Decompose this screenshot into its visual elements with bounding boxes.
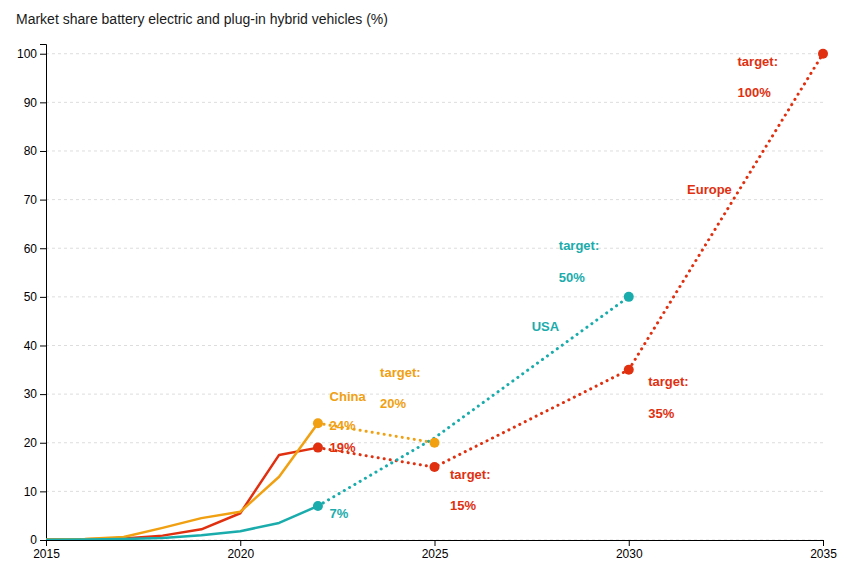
annotation: target: (450, 467, 490, 482)
tick-mark (823, 540, 824, 546)
grid-line (46, 345, 823, 346)
tick-label: 100 (17, 47, 37, 61)
tick-label: 10 (24, 485, 38, 499)
grid-line (46, 150, 823, 151)
tick-label: 2035 (810, 547, 837, 561)
annotation: target: (559, 238, 599, 253)
tick-label: 2020 (227, 547, 254, 561)
tick: 2035 (810, 540, 837, 561)
tick-label: 30 (24, 387, 38, 401)
tick: 40 (24, 339, 46, 353)
annotation: China (330, 389, 367, 404)
annotation: 19% (330, 440, 356, 455)
tick-label: 90 (24, 96, 38, 110)
tick-label: 2015 (33, 547, 60, 561)
tick: 50 (24, 290, 46, 304)
tick: 2020 (227, 540, 254, 561)
annotation: 50% (559, 270, 585, 285)
grid-line (46, 102, 823, 103)
tick: 2015 (33, 540, 60, 561)
y-axis: 0 10 20 30 40 50 60 70 80 90 100 (17, 45, 47, 548)
tick-mark (40, 248, 46, 249)
tick-mark (40, 491, 46, 492)
tick: 0 (30, 533, 46, 547)
tick-mark (40, 54, 46, 55)
tick-mark (240, 540, 241, 546)
annotation: 35% (648, 406, 674, 421)
grid (46, 54, 823, 540)
annotation: 20% (380, 396, 406, 411)
tick: 2025 (422, 540, 449, 561)
tick-mark (40, 297, 46, 298)
tick: 10 (24, 485, 46, 499)
tick-mark (435, 540, 436, 546)
grid-line (46, 248, 823, 249)
annotation: Europe (687, 182, 732, 197)
tick-label: 2025 (422, 547, 449, 561)
marker (818, 49, 828, 59)
tick-mark (629, 540, 630, 546)
series-line (46, 423, 318, 539)
tick-mark (40, 540, 46, 541)
marker (313, 501, 323, 511)
series-line (318, 54, 823, 467)
annotation: 7% (330, 506, 349, 521)
series-line (46, 506, 318, 540)
tick-label: 60 (24, 242, 38, 256)
chart: 2015202020252030203501020304050607080901… (0, 0, 851, 576)
tick-mark (40, 200, 46, 201)
marker (313, 418, 323, 428)
points (313, 49, 828, 511)
grid-line (46, 394, 823, 395)
tick-label: 80 (24, 144, 38, 158)
marker (430, 438, 440, 448)
annotation: USA (532, 319, 560, 334)
tick: 20 (24, 436, 46, 450)
tick-mark (40, 102, 46, 103)
lines (46, 54, 823, 540)
annotation: target: (380, 365, 420, 380)
tick: 80 (24, 144, 46, 158)
axis-line (40, 45, 47, 541)
title: Market share battery electric and plug-i… (16, 11, 388, 27)
grid-line (46, 296, 823, 297)
tick: 90 (24, 96, 46, 110)
tick: 2030 (616, 540, 643, 561)
axis-line (47, 541, 824, 547)
tick-label: 0 (30, 533, 37, 547)
annotation: target: (648, 374, 688, 389)
grid-line (46, 199, 823, 200)
grid-line (46, 491, 823, 492)
grid-line (46, 53, 823, 54)
tick-mark (40, 345, 46, 346)
tick: 60 (24, 242, 46, 256)
marker (313, 443, 323, 453)
tick-mark (40, 151, 46, 152)
series-line (46, 448, 318, 540)
tick: 30 (24, 387, 46, 401)
tick-label: 20 (24, 436, 38, 450)
marker (624, 292, 634, 302)
annotation: target: (738, 54, 778, 69)
marker (430, 462, 440, 472)
annotation: 15% (450, 498, 476, 513)
tick: 70 (24, 193, 46, 207)
plot-area: 2015202020252030203501020304050607080901… (17, 45, 837, 561)
annotation: 100% (738, 85, 772, 100)
annotations: China 24% 19% 7% target: 20% target: 15% USA targ… (330, 54, 778, 521)
marker (624, 365, 634, 375)
tick-label: 50 (24, 290, 38, 304)
tick-mark (40, 443, 46, 444)
tick-label: 70 (24, 193, 38, 207)
annotation: 24% (330, 418, 356, 433)
x-axis: 2015 2020 2025 2030 2035 (33, 540, 837, 561)
tick-label: 40 (24, 339, 38, 353)
series-line (318, 297, 629, 506)
tick: 100 (17, 47, 46, 61)
tick-label: 2030 (616, 547, 643, 561)
tick-mark (40, 394, 46, 395)
